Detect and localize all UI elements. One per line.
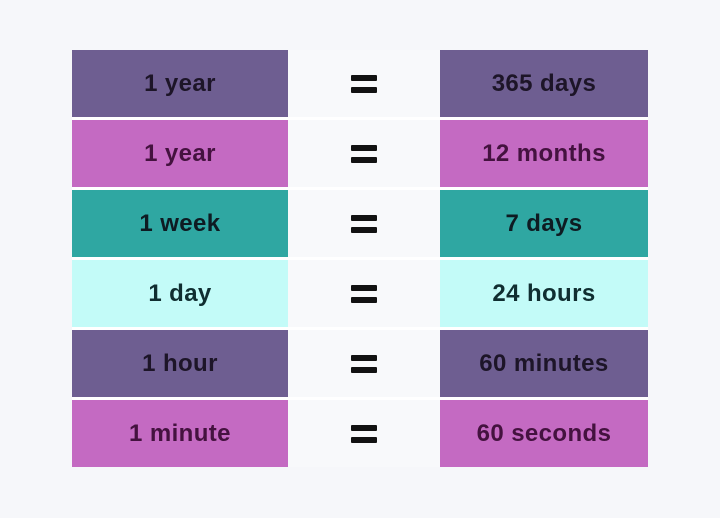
equals-icon	[351, 424, 377, 443]
equals-cell	[288, 120, 440, 187]
equals-cell	[288, 330, 440, 397]
unit-cell: 1 minute	[72, 400, 288, 467]
table-row: 1 day 24 hours	[72, 260, 648, 327]
unit-cell: 1 year	[72, 50, 288, 117]
unit-cell: 1 week	[72, 190, 288, 257]
equals-icon	[351, 284, 377, 303]
value-cell: 60 seconds	[440, 400, 648, 467]
equals-icon	[351, 354, 377, 373]
equals-icon	[351, 144, 377, 163]
table-row: 1 week 7 days	[72, 190, 648, 257]
table-row: 1 hour 60 minutes	[72, 330, 648, 397]
equals-icon	[351, 74, 377, 93]
value-cell: 60 minutes	[440, 330, 648, 397]
equals-cell	[288, 190, 440, 257]
value-cell: 24 hours	[440, 260, 648, 327]
table-row: 1 year 12 months	[72, 120, 648, 187]
equals-icon	[351, 214, 377, 233]
table-row: 1 year 365 days	[72, 50, 648, 117]
time-conversion-table: 1 year 365 days 1 year 12 months 1 week …	[72, 50, 648, 467]
table-row: 1 minute 60 seconds	[72, 400, 648, 467]
equals-cell	[288, 50, 440, 117]
equals-cell	[288, 260, 440, 327]
unit-cell: 1 hour	[72, 330, 288, 397]
value-cell: 12 months	[440, 120, 648, 187]
unit-cell: 1 day	[72, 260, 288, 327]
value-cell: 7 days	[440, 190, 648, 257]
unit-cell: 1 year	[72, 120, 288, 187]
equals-cell	[288, 400, 440, 467]
value-cell: 365 days	[440, 50, 648, 117]
